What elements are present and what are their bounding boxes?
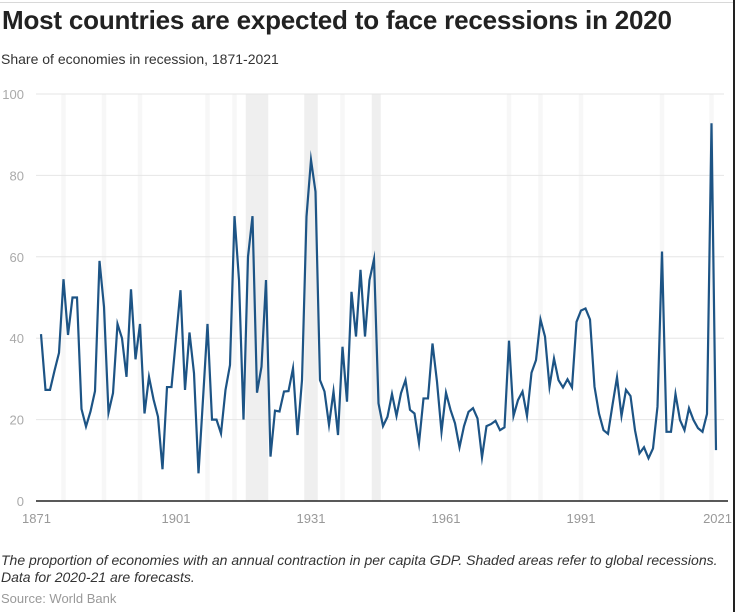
recession-band bbox=[137, 94, 143, 501]
x-tick-label: 2021 bbox=[703, 511, 732, 526]
recession-band bbox=[232, 94, 237, 501]
right-border bbox=[733, 0, 735, 612]
top-divider bbox=[0, 2, 733, 3]
line-chart: 0 20 40 60 80 100 1871 1901 1931 1961 1991 2021 bbox=[2, 87, 732, 526]
x-tick-label: 1961 bbox=[432, 511, 461, 526]
recession-share-line bbox=[39, 123, 718, 474]
y-tick-label: 0 bbox=[17, 494, 24, 509]
y-axis-ticks: 0 20 40 60 80 100 bbox=[2, 87, 24, 509]
y-tick-label: 80 bbox=[10, 168, 24, 183]
x-tick-label: 1991 bbox=[567, 511, 596, 526]
recession-band bbox=[340, 94, 345, 501]
y-tick-label: 40 bbox=[10, 331, 24, 346]
recession-band bbox=[659, 94, 665, 501]
chart-title: Most countries are expected to face rece… bbox=[2, 5, 672, 35]
recession-band bbox=[506, 94, 512, 501]
y-tick-label: 100 bbox=[2, 87, 24, 102]
x-tick-label: 1871 bbox=[22, 511, 51, 526]
chart-caption: The proportion of economies with an annu… bbox=[1, 552, 718, 585]
recession-band bbox=[245, 94, 269, 501]
chart-subtitle: Share of economies in recession, 1871-20… bbox=[1, 51, 279, 67]
x-tick-label: 1901 bbox=[162, 511, 191, 526]
x-axis-ticks: 1871 1901 1931 1961 1991 2021 bbox=[22, 511, 732, 526]
recession-band bbox=[61, 94, 66, 501]
recession-band bbox=[578, 94, 584, 501]
x-tick-label: 1931 bbox=[297, 511, 326, 526]
recession-band bbox=[709, 94, 714, 501]
y-tick-label: 60 bbox=[10, 250, 24, 265]
y-tick-label: 20 bbox=[10, 413, 24, 428]
recession-band bbox=[538, 94, 543, 501]
recession-band bbox=[205, 94, 210, 501]
chart-source: Source: World Bank bbox=[1, 591, 117, 606]
